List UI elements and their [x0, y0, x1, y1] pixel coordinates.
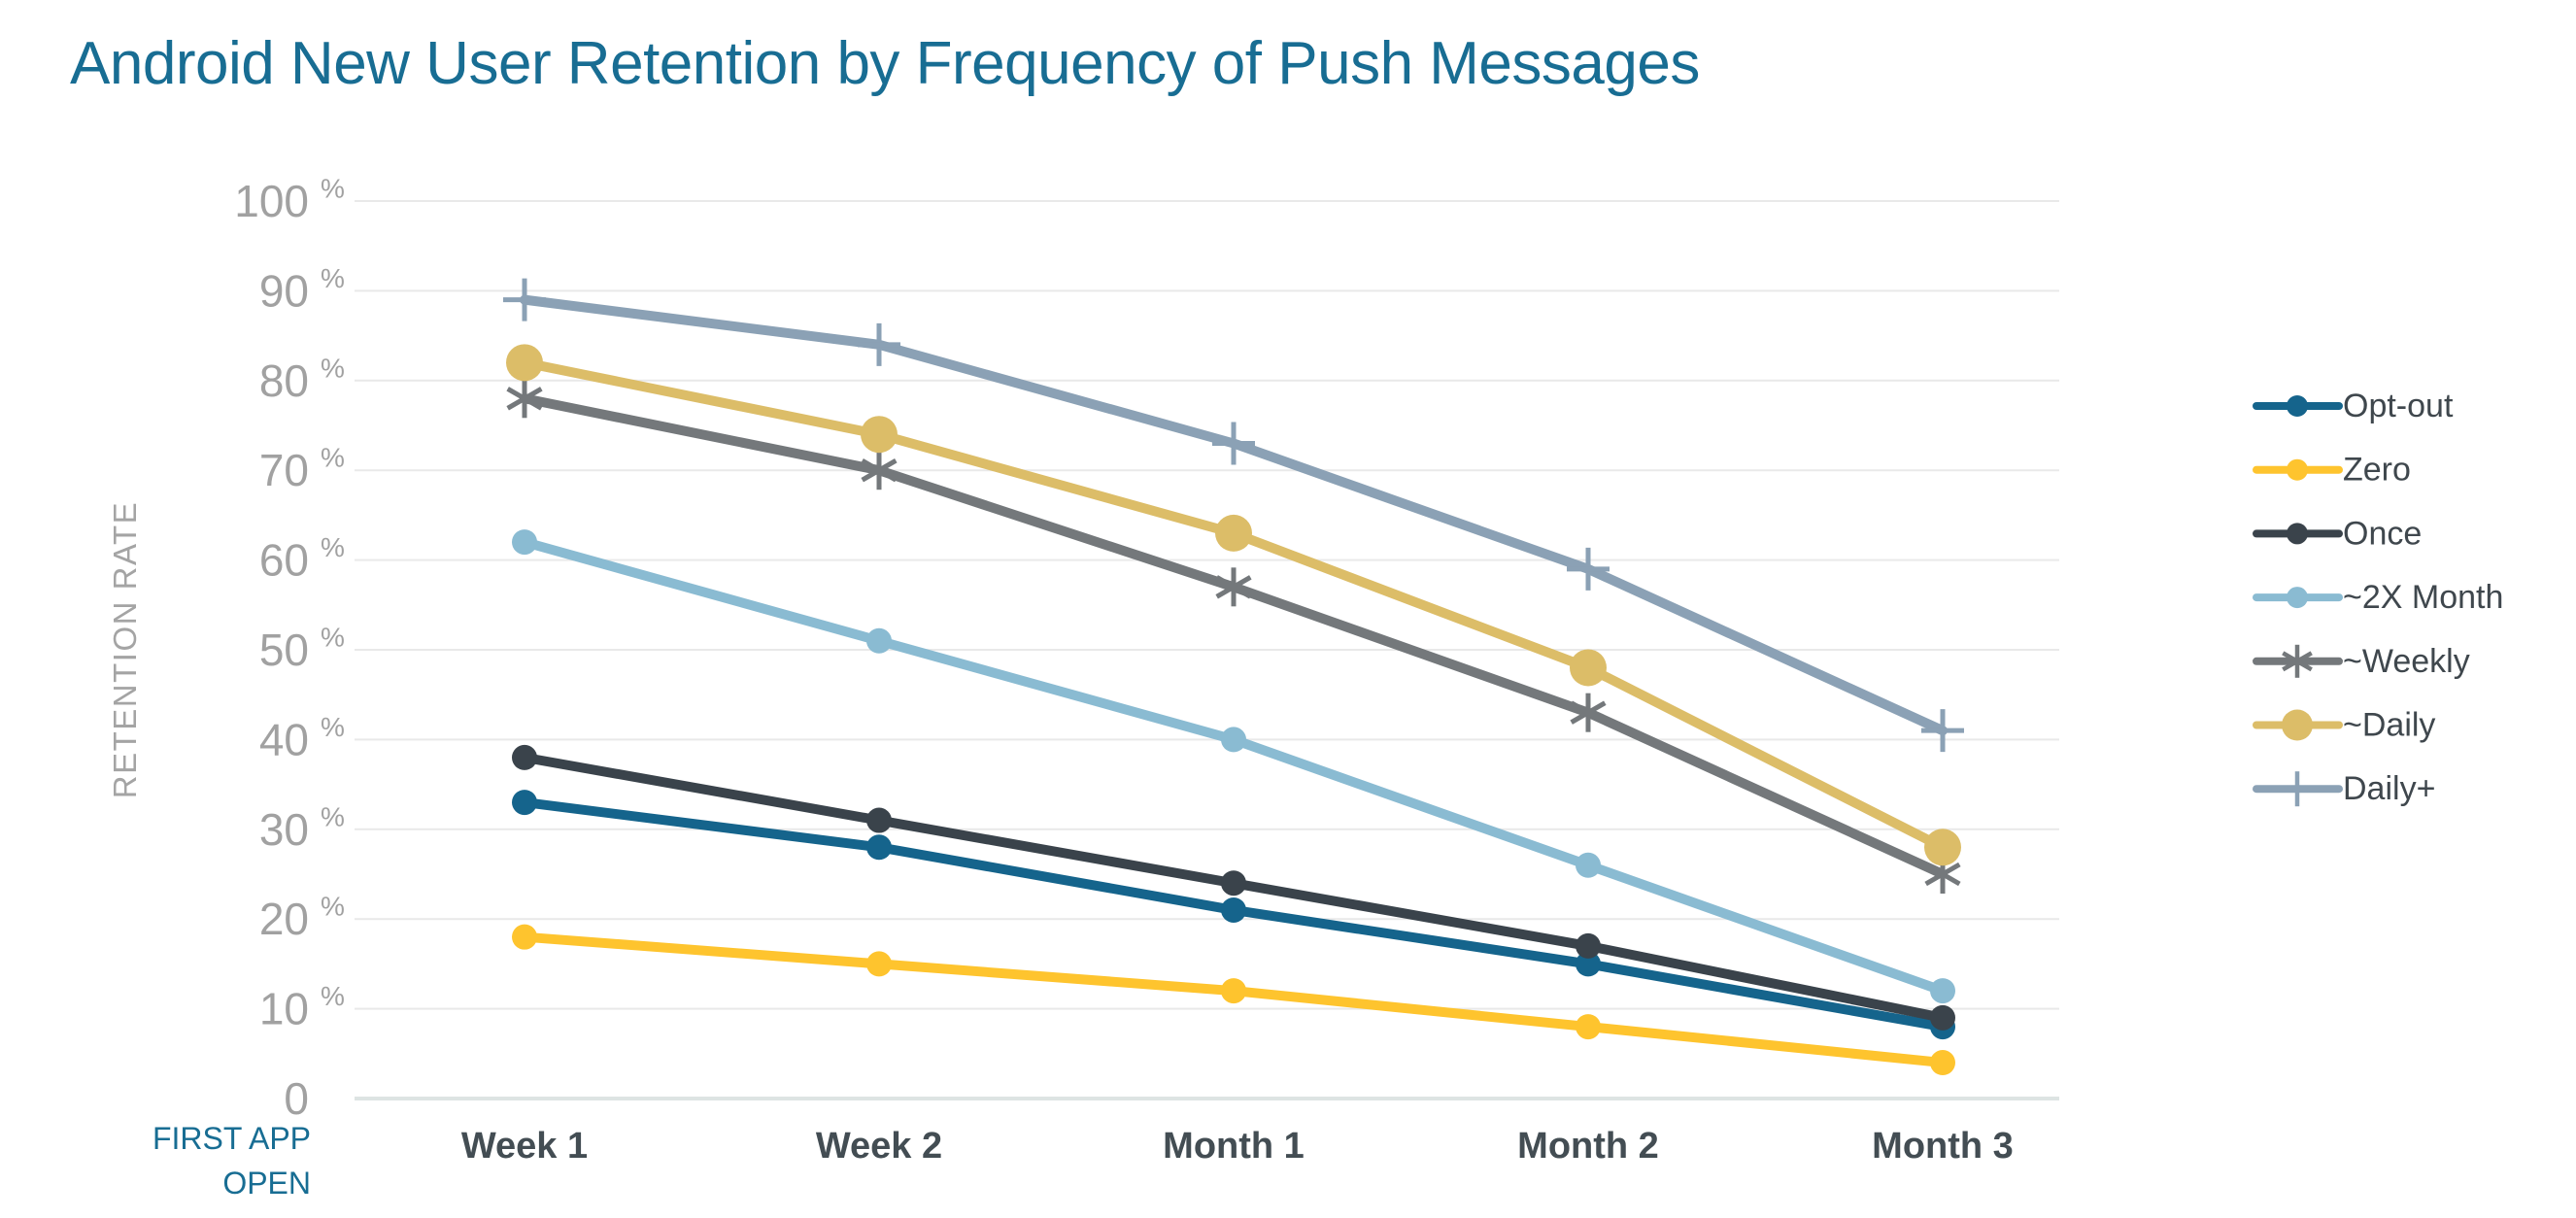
legend-label-daily: Daily+: [2343, 770, 2435, 807]
y-tick-label-10: 10: [259, 984, 309, 1034]
data-point-2x-month-month-1: [1221, 727, 1246, 753]
data-point-2x-month-week-2: [866, 627, 892, 654]
data-point-weekly-week-1: [506, 379, 543, 419]
data-point-weekly-month-2: [1570, 693, 1607, 732]
legend-weekly-marker-icon: [2282, 644, 2313, 678]
data-point-daily-month-3: [1921, 709, 1964, 753]
data-point-once-month-1: [1221, 870, 1246, 897]
y-tick-suffix-30: %: [321, 801, 345, 831]
x-origin-label-line2: OPEN: [222, 1166, 311, 1201]
data-point-zero-month-2: [1576, 1014, 1601, 1040]
data-point-daily-month-1: [1212, 422, 1255, 465]
series-daily: [503, 278, 1964, 753]
series-layer: [503, 278, 1964, 1076]
data-point-daily-week-2: [858, 322, 900, 366]
legend-item-zero: Zero: [2253, 452, 2411, 489]
legend-item-daily: ~Daily: [2253, 707, 2435, 744]
y-tick-suffix-80: %: [321, 353, 345, 383]
data-point-daily-month-3: [1924, 829, 1961, 866]
legend-label-once: Once: [2343, 515, 2422, 552]
series-2x-month: [512, 529, 1955, 1004]
legend-label-opt-out: Opt-out: [2343, 388, 2454, 424]
y-tick-suffix-90: %: [321, 263, 345, 293]
data-point-opt-out-month-1: [1221, 897, 1246, 923]
data-point-daily-month-1: [1215, 514, 1252, 552]
data-point-opt-out-week-1: [512, 790, 537, 816]
y-tick-suffix-10: %: [321, 981, 345, 1011]
legend-label-2x-month: ~2X Month: [2343, 579, 2503, 616]
x-tick-label-week-1: Week 1: [461, 1126, 588, 1167]
legend-opt-out-marker-icon: [2287, 395, 2308, 417]
data-point-zero-week-2: [866, 951, 892, 977]
data-point-opt-out-month-2: [1576, 951, 1601, 977]
x-tick-label-month-1: Month 1: [1163, 1126, 1305, 1167]
data-point-weekly-week-2: [861, 451, 898, 491]
legend-item-2x-month: ~2X Month: [2253, 579, 2503, 616]
chart-legend: Opt-out Zero Once ~2X Month ~Weekly ~Daily Dai…: [2253, 388, 2503, 807]
y-tick-label-40: 40: [259, 714, 309, 764]
data-point-once-month-2: [1576, 932, 1601, 959]
series-zero: [512, 924, 1955, 1076]
x-origin-label: FIRST APP OPEN: [153, 1121, 311, 1201]
data-point-zero-month-3: [1930, 1050, 1955, 1076]
x-origin-label-line1: FIRST APP: [153, 1121, 311, 1156]
legend-item-once: Once: [2253, 515, 2422, 552]
legend-item-opt-out: Opt-out: [2253, 388, 2454, 424]
x-tick-label-month-3: Month 3: [1872, 1126, 2014, 1167]
y-tick-suffix-50: %: [321, 623, 345, 653]
axis-labels-layer: 0 10 % 20 % 30 % 40 % 50 % 60 % 70 % 80 % 90 % 100 % Week 1 We…: [234, 174, 2014, 1167]
y-tick-suffix-60: %: [321, 532, 345, 562]
legend-label-daily: ~Daily: [2343, 707, 2435, 744]
y-tick-label-20: 20: [259, 894, 309, 944]
data-point-2x-month-month-2: [1576, 852, 1601, 878]
y-tick-label-90: 90: [259, 265, 309, 316]
legend-item-daily: Daily+: [2253, 770, 2435, 807]
data-point-zero-week-1: [512, 924, 537, 950]
series-line-2x-month: [520, 537, 1948, 997]
y-tick-label-0: 0: [284, 1073, 309, 1124]
x-tick-label-month-2: Month 2: [1517, 1126, 1659, 1167]
data-point-once-week-2: [866, 807, 892, 833]
data-point-daily-month-2: [1570, 649, 1607, 687]
legend-2x-month-marker-icon: [2287, 587, 2308, 609]
data-point-opt-out-week-2: [866, 834, 892, 861]
data-point-zero-month-1: [1221, 978, 1246, 1004]
data-point-daily-week-1: [503, 278, 546, 321]
y-tick-label-80: 80: [259, 355, 309, 406]
legend-item-weekly: ~Weekly: [2253, 643, 2470, 680]
legend-label-zero: Zero: [2343, 452, 2411, 489]
y-tick-label-60: 60: [259, 535, 309, 586]
y-tick-suffix-100: %: [321, 174, 345, 204]
y-tick-suffix-40: %: [321, 712, 345, 742]
page-title: Android New User Retention by Frequency …: [70, 30, 1700, 97]
y-tick-label-50: 50: [259, 625, 309, 675]
data-point-2x-month-month-3: [1930, 978, 1955, 1004]
series-daily: [506, 344, 1961, 866]
data-point-daily-week-1: [506, 344, 543, 382]
data-point-daily-month-2: [1567, 547, 1610, 591]
series-weekly: [506, 379, 1961, 894]
legend-label-weekly: ~Weekly: [2343, 643, 2470, 680]
data-point-once-month-3: [1930, 1004, 1955, 1031]
legend-once-marker-icon: [2287, 523, 2308, 545]
legend-zero-marker-icon: [2287, 458, 2308, 481]
x-tick-label-week-2: Week 2: [816, 1126, 942, 1167]
legend-daily-marker-icon: [2282, 709, 2313, 741]
y-tick-suffix-20: %: [321, 892, 345, 922]
data-point-once-week-1: [512, 744, 537, 770]
y-tick-label-100: 100: [234, 176, 309, 226]
y-axis-title: RETENTION RATE: [107, 501, 143, 798]
data-point-weekly-month-1: [1215, 567, 1252, 607]
data-point-2x-month-week-1: [512, 529, 537, 556]
legend-daily-marker-icon: [2280, 771, 2315, 807]
y-tick-suffix-70: %: [321, 443, 345, 473]
series-once: [512, 744, 1955, 1031]
y-tick-label-30: 30: [259, 804, 309, 855]
data-point-daily-week-2: [861, 416, 898, 454]
y-tick-label-70: 70: [259, 445, 309, 495]
gridlines-layer: [355, 200, 2059, 1100]
